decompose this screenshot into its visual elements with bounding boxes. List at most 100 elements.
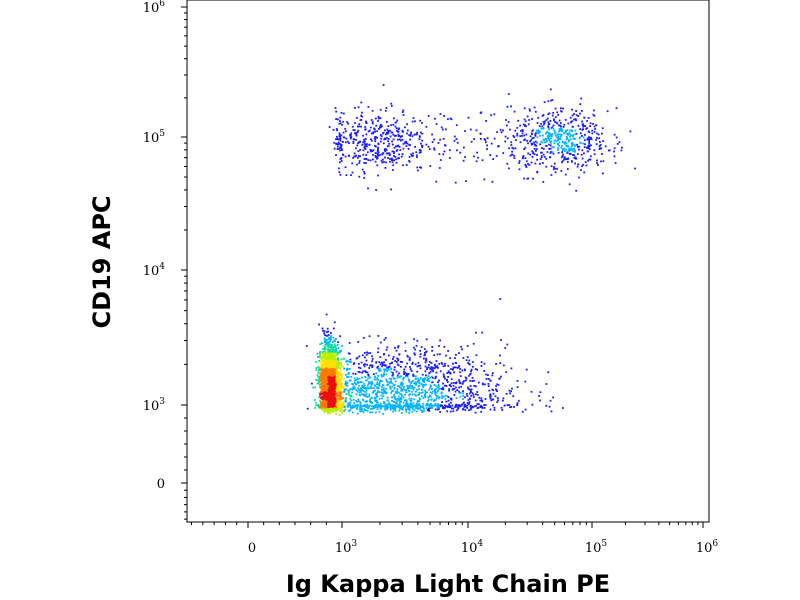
- event-point: [398, 376, 401, 379]
- event-point: [353, 406, 355, 408]
- event-point: [512, 135, 515, 137]
- event-point: [368, 381, 370, 384]
- event-point: [344, 382, 347, 385]
- event-point: [322, 362, 325, 365]
- event-point: [321, 396, 324, 398]
- event-point: [419, 364, 421, 367]
- event-point: [469, 390, 472, 392]
- event-point: [398, 401, 401, 404]
- event-point: [379, 404, 382, 407]
- event-point: [470, 394, 473, 397]
- event-point: [349, 397, 351, 400]
- event-point: [421, 395, 423, 398]
- event-point: [583, 139, 586, 142]
- event-point: [320, 395, 323, 398]
- event-point: [506, 137, 509, 140]
- event-point: [361, 168, 364, 171]
- event-point: [404, 365, 407, 368]
- event-point: [312, 386, 314, 389]
- event-point: [571, 130, 574, 133]
- event-point: [420, 142, 422, 145]
- event-point: [527, 123, 530, 126]
- event-point: [523, 139, 526, 141]
- event-point: [570, 121, 572, 124]
- event-point: [480, 365, 483, 367]
- event-point: [318, 406, 320, 409]
- event-point: [499, 362, 502, 364]
- event-point: [479, 406, 482, 408]
- event-point: [336, 368, 339, 371]
- event-point: [528, 119, 530, 121]
- event-point: [568, 183, 571, 186]
- event-point: [315, 378, 317, 381]
- event-point: [502, 152, 505, 154]
- event-point: [323, 353, 326, 356]
- event-point: [365, 395, 368, 398]
- event-point: [321, 360, 324, 363]
- event-point: [411, 363, 414, 365]
- event-point: [437, 381, 439, 384]
- event-point: [323, 339, 326, 341]
- event-point: [431, 366, 434, 369]
- event-point: [331, 361, 333, 364]
- event-point: [415, 389, 418, 391]
- event-point: [348, 379, 351, 382]
- event-point: [550, 137, 552, 140]
- event-point: [350, 132, 353, 135]
- event-point: [476, 151, 479, 154]
- event-point: [546, 140, 548, 142]
- event-point: [425, 143, 428, 146]
- event-point: [330, 346, 333, 349]
- event-point: [586, 138, 589, 141]
- event-point: [559, 122, 562, 124]
- event-point: [327, 396, 330, 399]
- event-point: [447, 371, 450, 374]
- event-point: [421, 411, 424, 413]
- event-point: [438, 153, 441, 155]
- event-point: [452, 367, 455, 370]
- event-point: [595, 143, 598, 145]
- event-point: [420, 346, 423, 348]
- event-point: [370, 132, 373, 135]
- event-point: [384, 109, 387, 112]
- event-point: [562, 407, 564, 409]
- event-point: [502, 129, 504, 132]
- event-point: [433, 400, 435, 402]
- event-point: [477, 156, 479, 159]
- event-point: [427, 145, 430, 148]
- event-point: [552, 396, 554, 399]
- event-point: [319, 372, 322, 374]
- event-point: [395, 127, 398, 130]
- event-point: [354, 107, 356, 109]
- event-point: [423, 410, 425, 412]
- event-point: [526, 139, 529, 142]
- event-point: [320, 359, 323, 362]
- event-point: [416, 131, 418, 134]
- event-point: [462, 357, 465, 359]
- event-point: [509, 392, 511, 395]
- event-point: [324, 396, 327, 399]
- event-point: [413, 352, 416, 355]
- event-point: [393, 404, 396, 407]
- event-point: [426, 366, 429, 369]
- event-point: [434, 392, 436, 395]
- event-point: [403, 405, 406, 408]
- event-point: [358, 123, 361, 126]
- event-point: [428, 364, 430, 366]
- event-point: [342, 154, 345, 156]
- event-point: [389, 386, 392, 389]
- event-point: [355, 400, 358, 402]
- event-point: [581, 129, 584, 131]
- event-point: [379, 363, 382, 366]
- event-point: [368, 395, 370, 398]
- event-point: [396, 149, 399, 151]
- event-point: [322, 399, 324, 402]
- event-point: [368, 129, 371, 132]
- event-point: [361, 354, 364, 357]
- event-point: [485, 141, 487, 144]
- event-point: [424, 395, 427, 397]
- event-point: [419, 367, 422, 370]
- event-point: [534, 132, 537, 135]
- event-point: [413, 133, 416, 136]
- event-point: [414, 363, 417, 366]
